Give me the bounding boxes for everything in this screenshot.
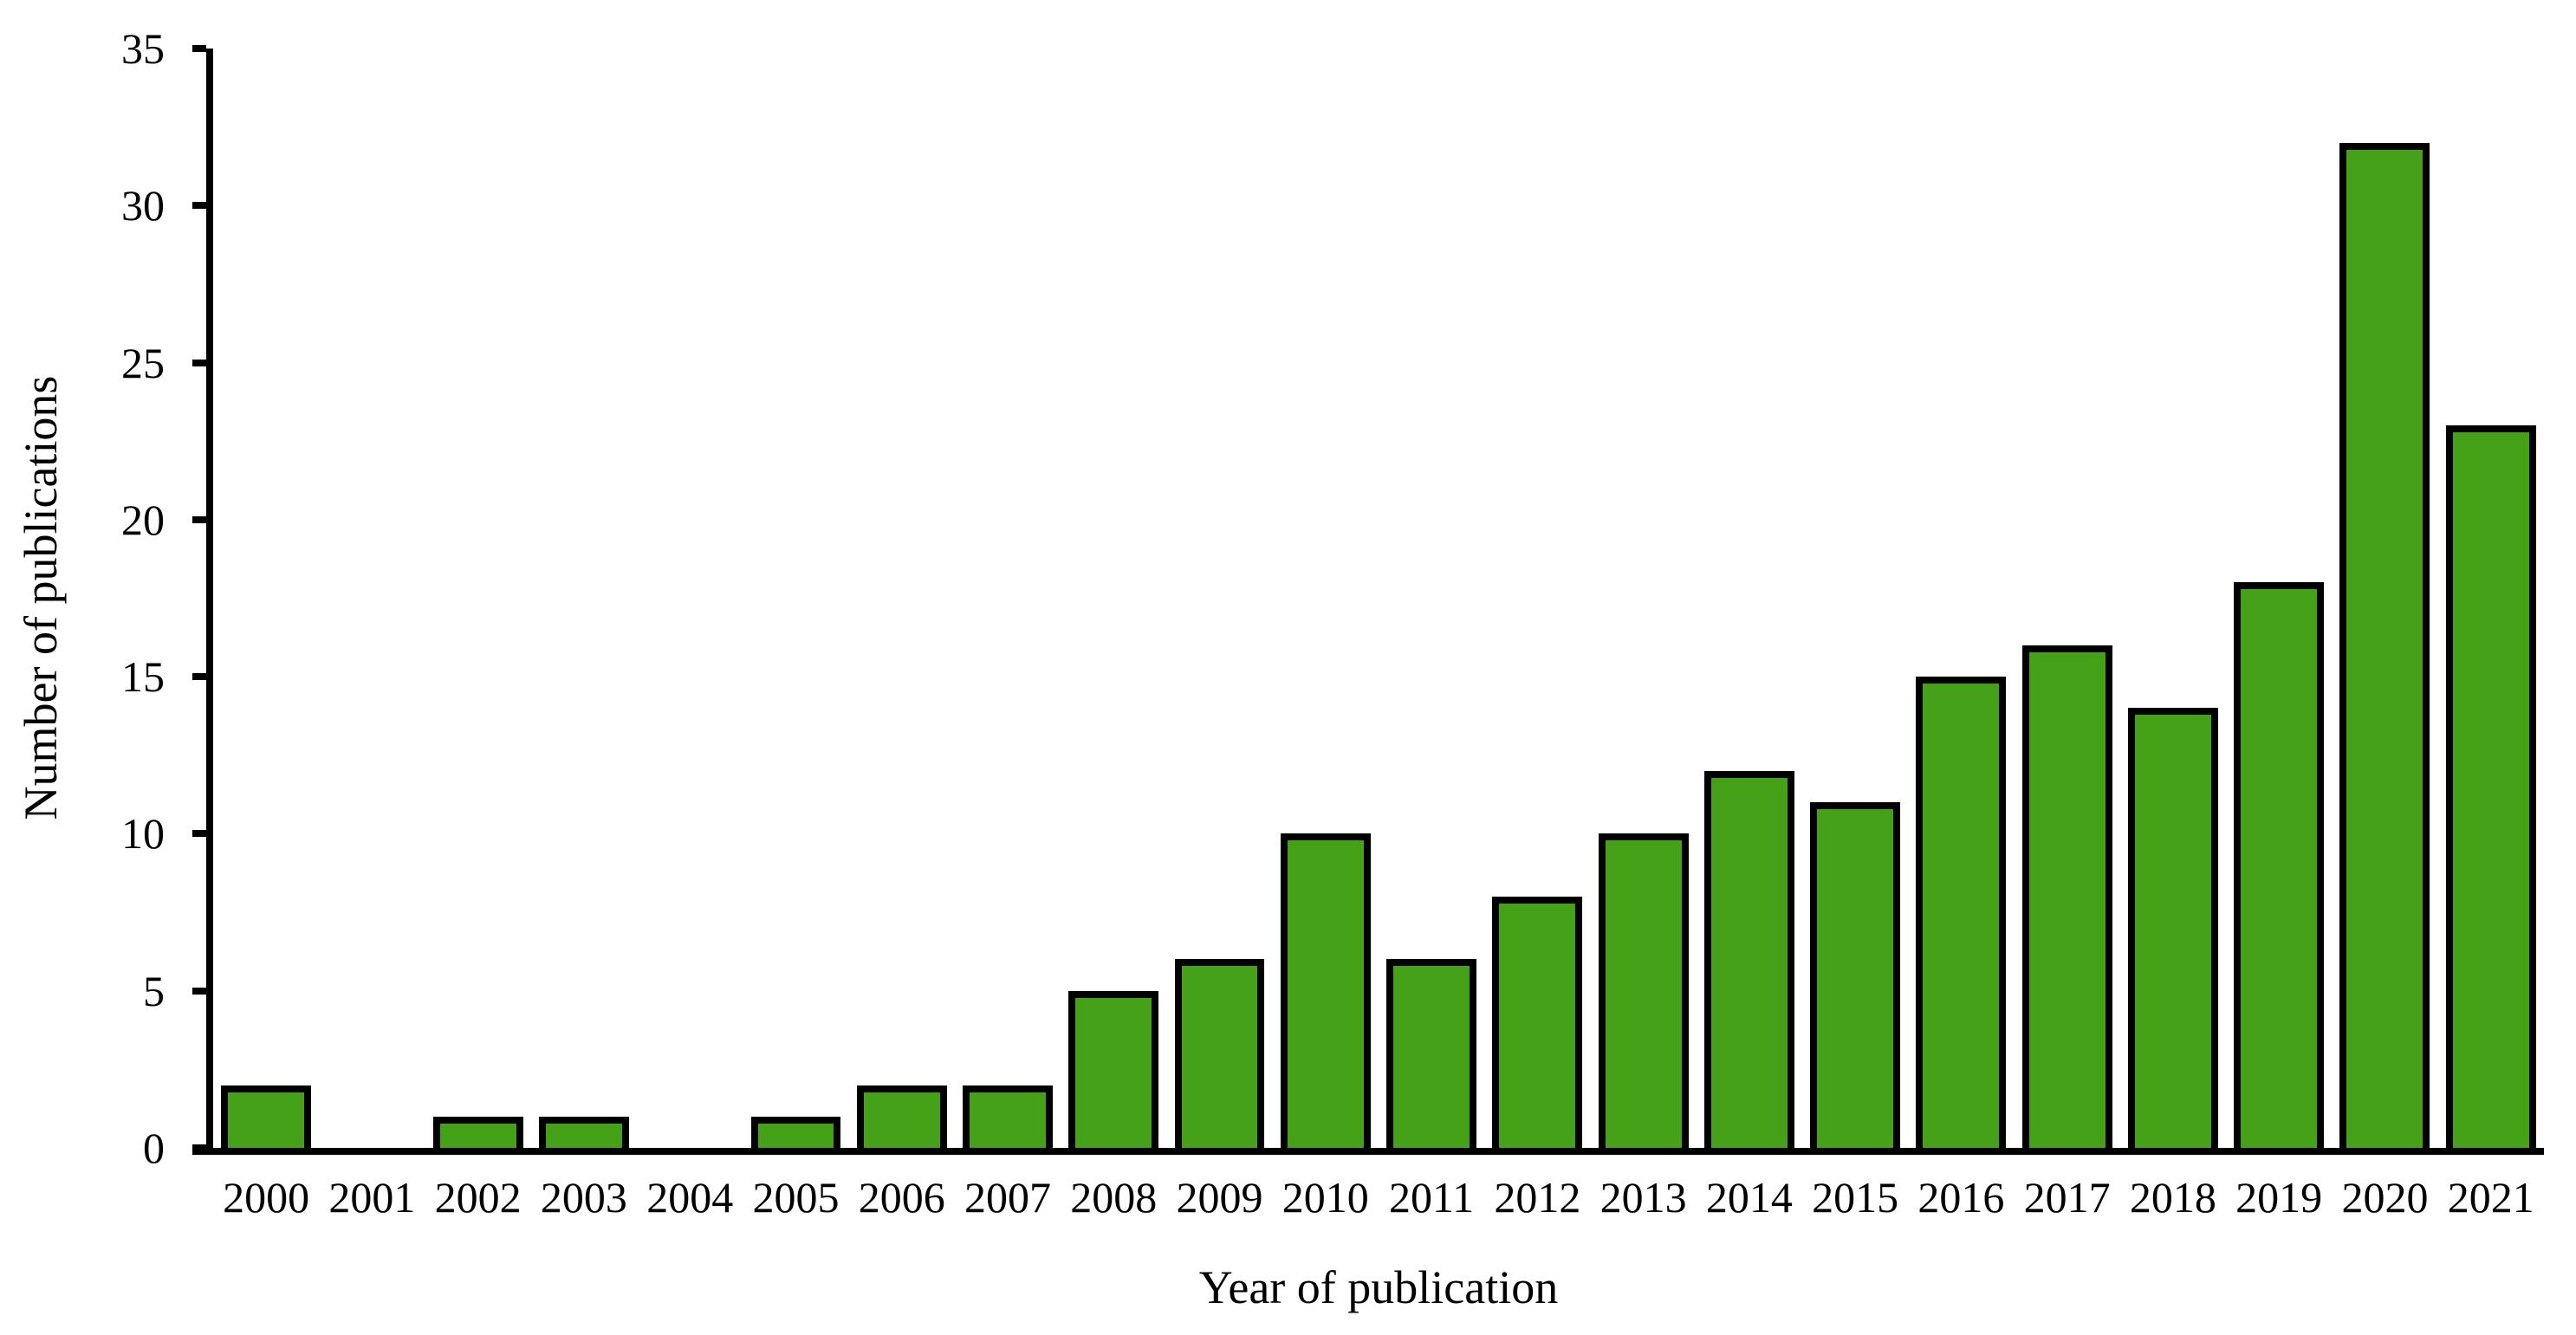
bar-slot-2017 [2015, 49, 2120, 1148]
bar-2008 [1068, 990, 1159, 1148]
plot-area [192, 45, 2544, 1155]
x-tick-label-2001: 2001 [328, 1173, 416, 1222]
x-tick-label-2003: 2003 [540, 1173, 627, 1222]
x-tick-label-2016: 2016 [1917, 1173, 2005, 1222]
bar-slot-2013 [1590, 49, 1696, 1148]
x-tick-label-2015: 2015 [1812, 1173, 1899, 1222]
y-tick-mark-35 [192, 45, 206, 52]
bar-slot-2005 [743, 49, 848, 1148]
bars [213, 49, 2544, 1148]
x-tick-label-2011: 2011 [1388, 1173, 1475, 1222]
y-tick-label-15: 15 [121, 652, 165, 702]
bar-slot-2016 [1908, 49, 2014, 1148]
x-tick-label-2017: 2017 [2023, 1173, 2111, 1222]
y-tick-label-35: 35 [121, 24, 165, 73]
bar-2021 [2445, 425, 2536, 1148]
bar-slot-2003 [531, 49, 637, 1148]
bar-2003 [538, 1116, 629, 1148]
bar-slot-2001 [319, 49, 425, 1148]
y-tick-mark-5 [192, 987, 206, 995]
y-tick-mark-15 [192, 673, 206, 681]
bar-2020 [2339, 142, 2430, 1148]
bar-2015 [1810, 802, 1901, 1148]
x-tick-label-2014: 2014 [1705, 1173, 1793, 1222]
x-tick-label-2000: 2000 [223, 1173, 310, 1222]
bar-2011 [1386, 959, 1477, 1148]
bar-2006 [856, 1085, 947, 1148]
bar-2010 [1280, 833, 1371, 1148]
y-tick-mark-20 [192, 515, 206, 523]
y-axis-line [206, 49, 213, 1155]
x-tick-label-2013: 2013 [1599, 1173, 1687, 1222]
bar-slot-2008 [1061, 49, 1166, 1148]
y-tick-label-10: 10 [121, 809, 165, 859]
bar-2007 [963, 1085, 1053, 1148]
bar-slot-2021 [2438, 49, 2544, 1148]
y-tick-label-30: 30 [121, 181, 165, 230]
x-tick-label-2018: 2018 [2129, 1173, 2216, 1222]
x-tick-label-2019: 2019 [2235, 1173, 2323, 1222]
bar-2013 [1598, 833, 1689, 1148]
y-tick-label-0: 0 [143, 1124, 165, 1172]
y-tick-mark-25 [192, 359, 206, 366]
bar-2019 [2234, 582, 2325, 1148]
y-tick-labels: 0 5 10 15 20 25 30 35 [0, 27, 165, 1170]
x-tick-label-2009: 2009 [1176, 1173, 1263, 1222]
bar-2017 [2021, 645, 2112, 1148]
y-tick-mark-0 [192, 1144, 206, 1151]
y-tick-mark-10 [192, 830, 206, 838]
bar-slot-2000 [213, 49, 319, 1148]
bar-slot-2012 [1484, 49, 1590, 1148]
x-tick-label-2007: 2007 [964, 1173, 1051, 1222]
x-tick-label-2006: 2006 [858, 1173, 945, 1222]
y-tick-label-20: 20 [121, 495, 165, 544]
bar-slot-2002 [425, 49, 531, 1148]
y-tick-mark-30 [192, 202, 206, 210]
bar-2009 [1174, 959, 1265, 1148]
bar-slot-2015 [1802, 49, 1908, 1148]
x-tick-label-2012: 2012 [1494, 1173, 1581, 1222]
x-axis-line [192, 1148, 2544, 1155]
bar-slot-2004 [637, 49, 743, 1148]
bar-slot-2007 [955, 49, 1061, 1148]
bar-slot-2014 [1697, 49, 1802, 1148]
bar-slot-2019 [2226, 49, 2332, 1148]
x-tick-label-2010: 2010 [1282, 1173, 1369, 1222]
bar-2012 [1492, 896, 1583, 1148]
x-tick-label-2005: 2005 [752, 1173, 840, 1222]
bar-2005 [750, 1116, 841, 1148]
bar-slot-2018 [2120, 49, 2226, 1148]
bar-slot-2006 [849, 49, 955, 1148]
x-tick-label-2008: 2008 [1070, 1173, 1158, 1222]
x-tick-label-2021: 2021 [2447, 1173, 2534, 1222]
bar-2000 [221, 1085, 312, 1148]
bar-2016 [1916, 677, 2007, 1148]
bar-2014 [1703, 770, 1794, 1148]
bar-slot-2010 [1273, 49, 1379, 1148]
bar-2018 [2127, 708, 2218, 1148]
y-tick-label-25: 25 [121, 338, 165, 387]
bar-2002 [432, 1116, 523, 1148]
x-tick-labels: 2000 2001 2002 2003 2004 2005 2006 2007 2008 2009… [213, 1171, 2544, 1223]
bar-slot-2009 [1166, 49, 1272, 1148]
x-tick-label-2004: 2004 [646, 1173, 734, 1222]
y-tick-label-5: 5 [143, 966, 165, 1015]
x-tick-label-2002: 2002 [434, 1173, 522, 1222]
x-tick-label-2020: 2020 [2341, 1173, 2429, 1222]
bar-slot-2020 [2332, 49, 2437, 1148]
x-axis-title: Year of publication [1198, 1261, 1559, 1313]
bar-slot-2011 [1379, 49, 1484, 1148]
